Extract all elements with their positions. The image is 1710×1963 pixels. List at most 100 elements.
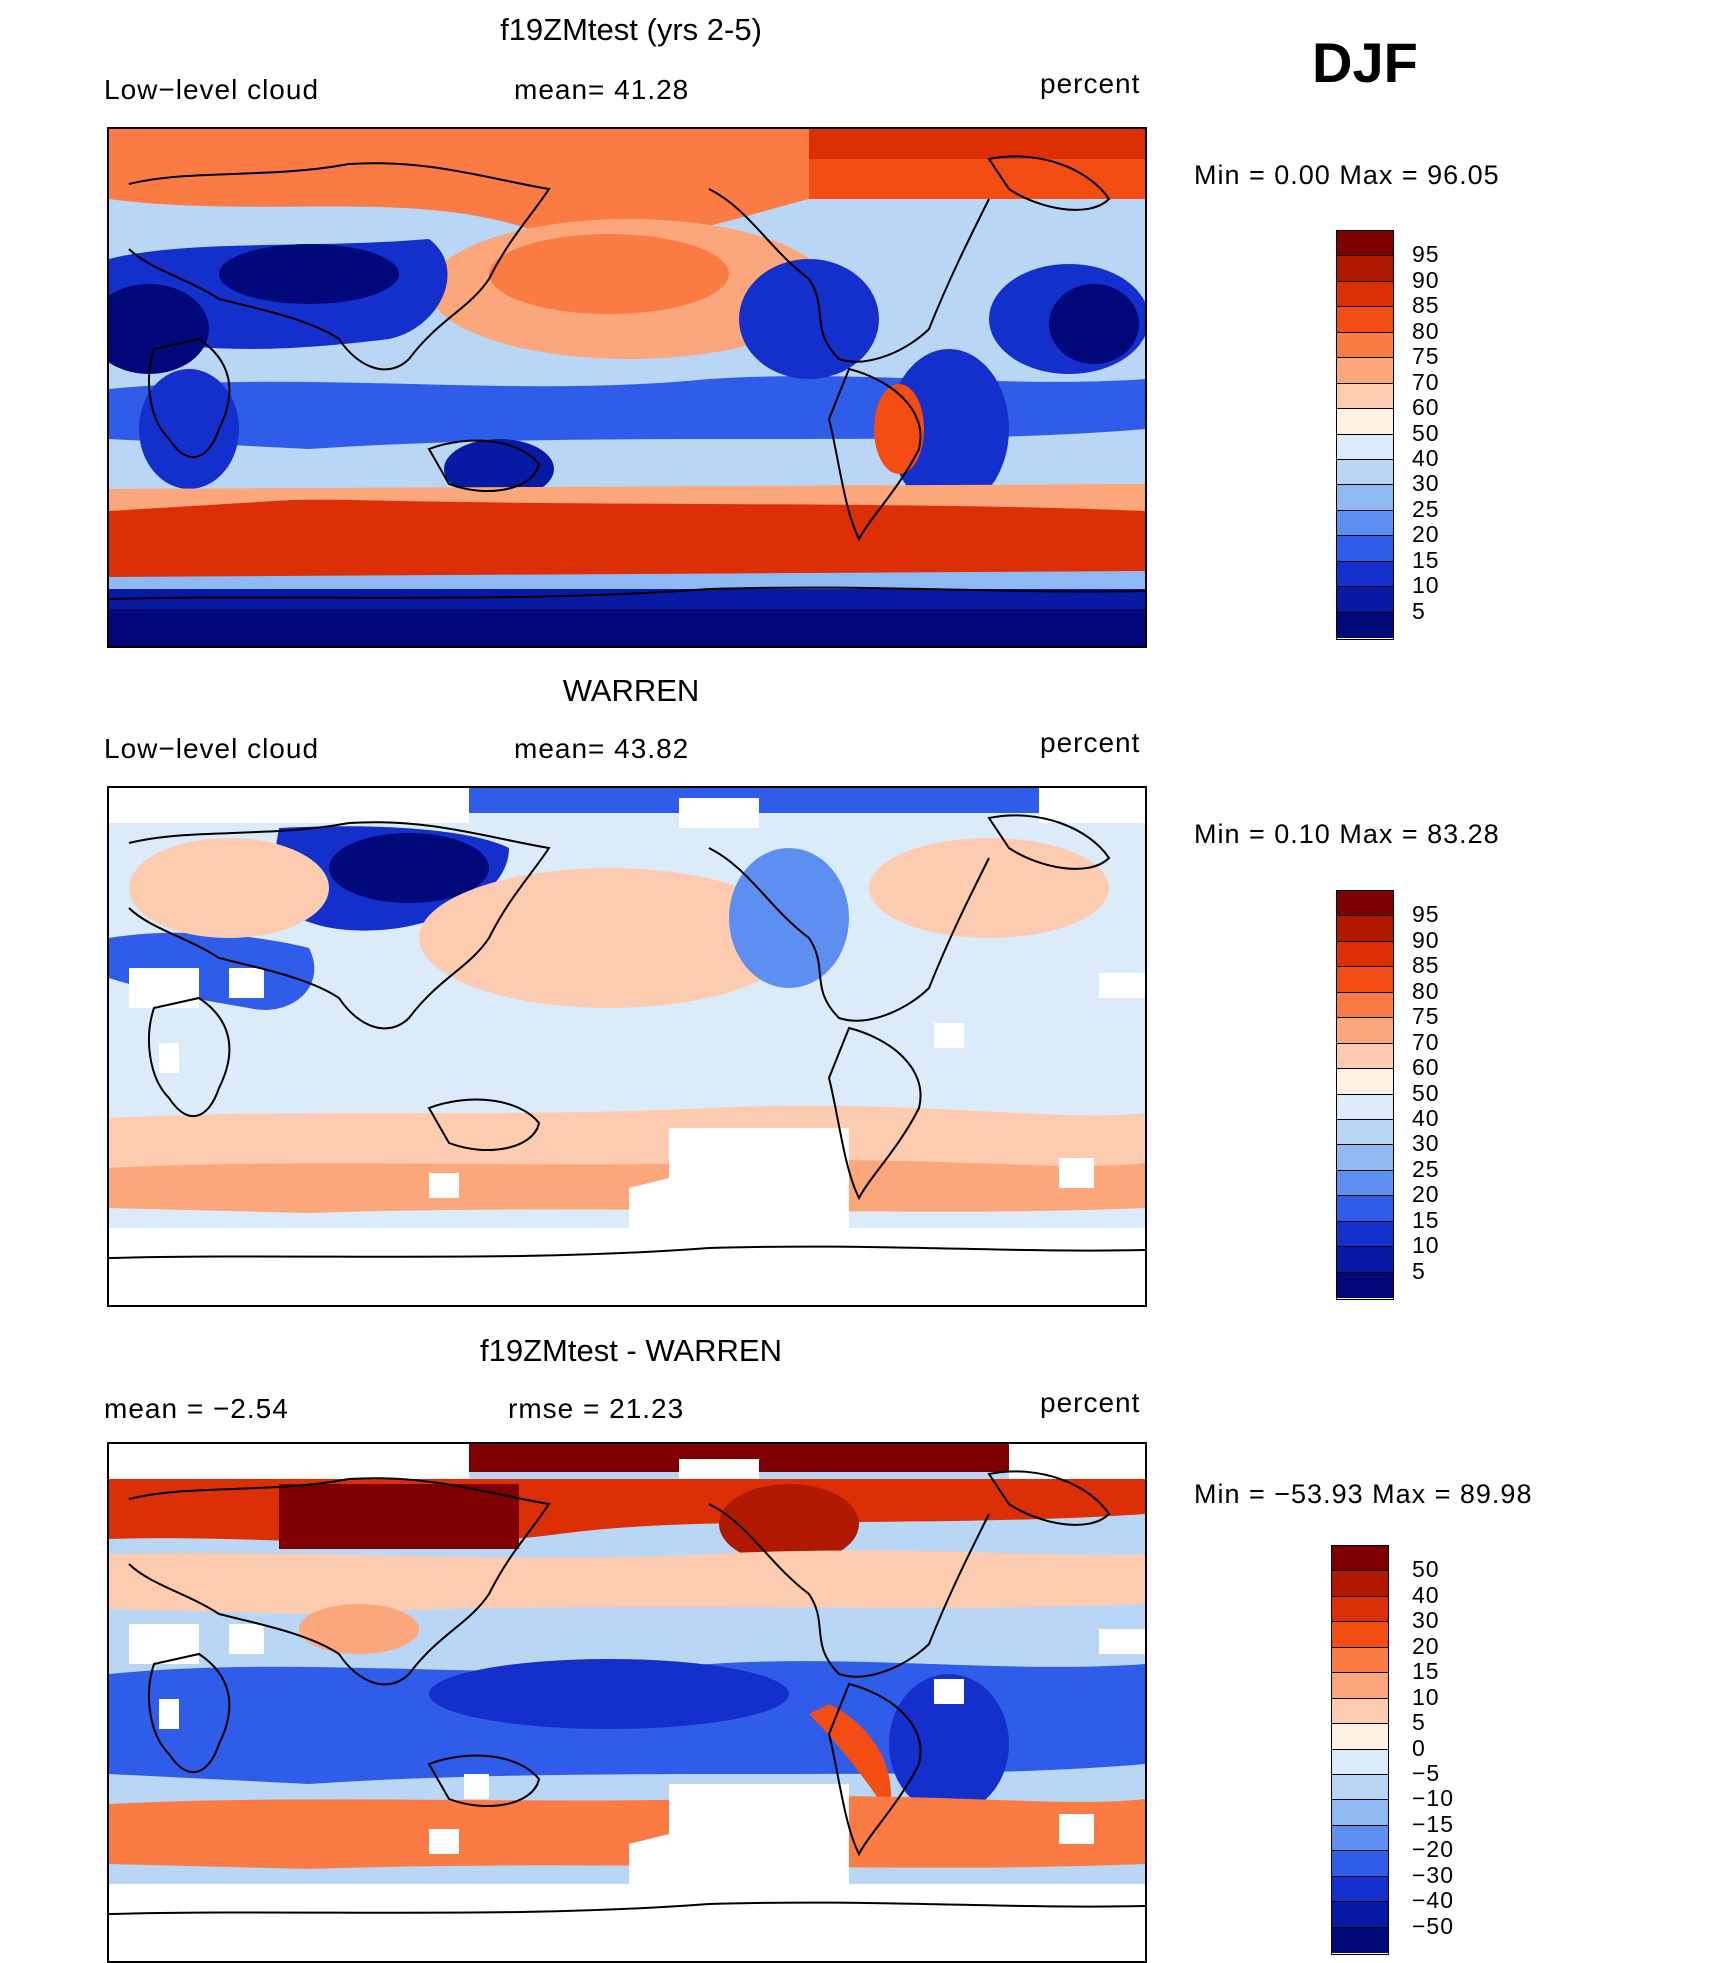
colorbar-swatch xyxy=(1337,536,1393,562)
panel-1-variable-label: Low−level cloud xyxy=(104,74,320,105)
colorbar-tick-label: −15 xyxy=(1412,1810,1455,1837)
colorbar-swatch xyxy=(1337,1170,1393,1197)
panel-3-title: f19ZMtest - WARREN xyxy=(480,1333,782,1368)
panel-1-units-label: percent xyxy=(1040,68,1141,99)
colorbar-swatch xyxy=(1337,485,1393,511)
colorbar-swatch xyxy=(1337,256,1393,282)
colorbar-tick-label: 30 xyxy=(1412,470,1440,497)
colorbar-swatch xyxy=(1332,1876,1388,1903)
colorbar-tick-label: 20 xyxy=(1412,1632,1440,1659)
colorbar-swatch xyxy=(1337,561,1393,588)
colorbar-tick-label: 10 xyxy=(1412,572,1440,599)
colorbar-swatch xyxy=(1332,1749,1388,1775)
colorbar-tick-label: −50 xyxy=(1412,1912,1455,1939)
panel-1-mean-label: mean= 41.28 xyxy=(514,74,690,105)
colorbar-tick-label: 75 xyxy=(1412,343,1440,370)
colorbar-tick-label: 90 xyxy=(1412,926,1440,953)
colorbar-swatch xyxy=(1332,1571,1388,1597)
colorbar-swatch xyxy=(1337,358,1393,384)
colorbar-swatch xyxy=(1337,612,1393,638)
panel-2-colorbar xyxy=(1336,890,1394,1300)
panel-3-units-label: percent xyxy=(1040,1387,1141,1418)
colorbar-tick-label: 95 xyxy=(1412,901,1440,928)
colorbar-swatch xyxy=(1337,1145,1393,1171)
colorbar-tick-label: 70 xyxy=(1412,368,1440,395)
colorbar-tick-label: 85 xyxy=(1412,292,1440,319)
colorbar-swatch xyxy=(1337,1069,1393,1095)
colorbar-tick-label: −40 xyxy=(1412,1887,1455,1914)
colorbar-swatch xyxy=(1337,1272,1393,1298)
colorbar-tick-label: 80 xyxy=(1412,317,1440,344)
colorbar-swatch xyxy=(1337,231,1393,257)
panel-3-map xyxy=(107,1442,1147,1963)
colorbar-tick-label: 0 xyxy=(1412,1734,1426,1761)
colorbar-swatch xyxy=(1337,459,1393,486)
colorbar-swatch xyxy=(1337,891,1393,917)
colorbar-swatch xyxy=(1337,1018,1393,1044)
panel-1-minmax: Min = 0.00 Max = 96.05 xyxy=(1194,160,1500,190)
panel-2-mean-label: mean= 43.82 xyxy=(514,733,690,764)
colorbar-tick-label: 5 xyxy=(1412,1709,1426,1736)
panel-3-colorbar xyxy=(1331,1545,1389,1955)
panel-1-colorbar xyxy=(1336,230,1394,640)
colorbar-tick-label: −10 xyxy=(1412,1785,1455,1812)
colorbar-tick-label: 30 xyxy=(1412,1130,1440,1157)
colorbar-swatch xyxy=(1332,1596,1388,1623)
colorbar-tick-label: 15 xyxy=(1412,1206,1440,1233)
colorbar-swatch xyxy=(1337,587,1393,613)
colorbar-swatch xyxy=(1332,1902,1388,1928)
colorbar-tick-label: 75 xyxy=(1412,1003,1440,1030)
colorbar-tick-label: 5 xyxy=(1412,597,1426,624)
colorbar-tick-label: 30 xyxy=(1412,1607,1440,1634)
colorbar-swatch xyxy=(1332,1774,1388,1801)
colorbar-tick-label: 70 xyxy=(1412,1028,1440,1055)
colorbar-tick-label: 85 xyxy=(1412,952,1440,979)
colorbar-tick-label: 40 xyxy=(1412,1581,1440,1608)
colorbar-tick-label: 40 xyxy=(1412,1104,1440,1131)
colorbar-tick-label: 5 xyxy=(1412,1257,1426,1284)
colorbar-swatch xyxy=(1337,916,1393,942)
colorbar-swatch xyxy=(1337,307,1393,333)
colorbar-tick-label: 90 xyxy=(1412,266,1440,293)
panel-2-title: WARREN xyxy=(562,673,700,708)
panel-2-units-label: percent xyxy=(1040,727,1141,758)
colorbar-tick-label: 20 xyxy=(1412,521,1440,548)
colorbar-tick-label: 25 xyxy=(1412,495,1440,522)
colorbar-swatch xyxy=(1337,510,1393,537)
colorbar-swatch xyxy=(1337,1094,1393,1120)
colorbar-swatch xyxy=(1332,1825,1388,1852)
colorbar-tick-label: 15 xyxy=(1412,546,1440,573)
colorbar-tick-label: 50 xyxy=(1412,1079,1440,1106)
colorbar-swatch xyxy=(1337,332,1393,359)
colorbar-tick-label: 20 xyxy=(1412,1181,1440,1208)
colorbar-swatch xyxy=(1337,1043,1393,1070)
colorbar-tick-label: −20 xyxy=(1412,1836,1455,1863)
colorbar-segments xyxy=(1337,231,1393,638)
colorbar-segments xyxy=(1332,1546,1388,1953)
colorbar-swatch xyxy=(1337,434,1393,460)
colorbar-swatch xyxy=(1337,1196,1393,1222)
colorbar-tick-label: −5 xyxy=(1412,1759,1441,1786)
panel-2-minmax: Min = 0.10 Max = 83.28 xyxy=(1194,819,1500,849)
colorbar-tick-label: 10 xyxy=(1412,1232,1440,1259)
colorbar-tick-label: 10 xyxy=(1412,1683,1440,1710)
colorbar-tick-label: 15 xyxy=(1412,1658,1440,1685)
colorbar-tick-label: 40 xyxy=(1412,444,1440,471)
panel-2-variable-label: Low−level cloud xyxy=(104,733,320,764)
panel-3-minmax: Min = −53.93 Max = 89.98 xyxy=(1194,1479,1533,1509)
colorbar-swatch xyxy=(1337,383,1393,410)
colorbar-tick-label: 80 xyxy=(1412,977,1440,1004)
panel-3-mean-label: mean = −2.54 xyxy=(104,1393,289,1424)
colorbar-swatch xyxy=(1332,1724,1388,1750)
colorbar-swatch xyxy=(1337,281,1393,308)
colorbar-swatch xyxy=(1337,1247,1393,1273)
colorbar-tick-label: −30 xyxy=(1412,1861,1455,1888)
colorbar-swatch xyxy=(1337,967,1393,993)
colorbar-swatch xyxy=(1332,1851,1388,1877)
colorbar-tick-label: 50 xyxy=(1412,419,1440,446)
colorbar-swatch xyxy=(1332,1927,1388,1953)
colorbar-swatch xyxy=(1337,992,1393,1019)
panel-1-title: f19ZMtest (yrs 2-5) xyxy=(500,12,762,47)
colorbar-swatch xyxy=(1337,1119,1393,1146)
colorbar-tick-label: 60 xyxy=(1412,394,1440,421)
